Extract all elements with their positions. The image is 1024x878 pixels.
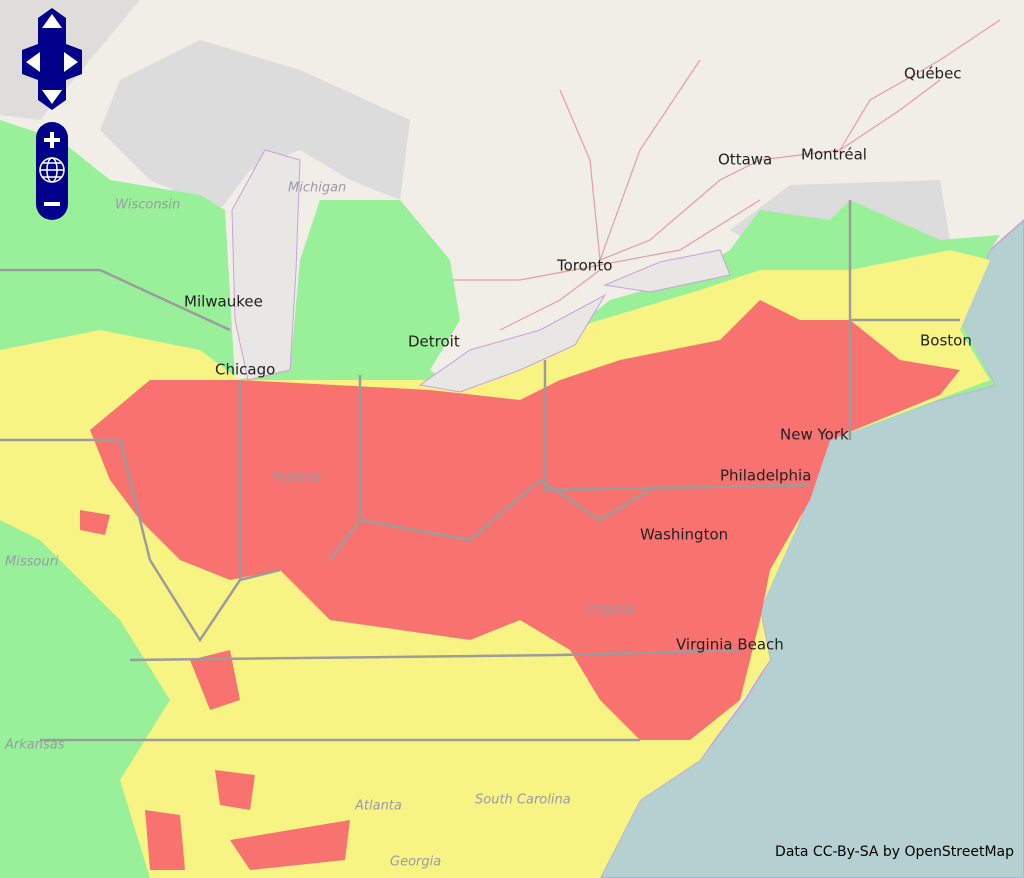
lake-erie [418,293,607,393]
region-label: Missouri [5,555,59,570]
city-label: Chicago [215,361,275,379]
city-label: Milwaukee [184,293,263,311]
region-label: Atlanta [354,799,402,814]
region-label: Indiana [272,471,320,486]
attribution: Data CC-By-SA by OpenStreetMap [775,844,1014,860]
pan-down[interactable] [42,90,62,104]
pan-up[interactable] [42,14,62,28]
zoom-control [36,122,68,220]
city-label: Washington [640,526,728,544]
lake-michigan [231,149,301,381]
region-label: Wisconsin [115,198,180,213]
pan-background [22,8,82,110]
zoom-background [36,122,68,220]
michigan-up [100,40,410,210]
region-label: Michigan [288,181,346,196]
pan-right[interactable] [64,52,78,72]
pan-control [22,8,82,110]
city-label: Ottawa [718,151,772,169]
overlay-red-patches [80,510,350,870]
city-label: Montréal [801,146,867,164]
overlay-red [90,300,960,740]
city-label: Toronto [556,257,612,275]
region-label: South Carolina [475,793,571,808]
city-label: Québec [904,65,962,83]
lake-ontario [603,249,731,293]
zoom-world[interactable] [39,157,65,183]
city-label: Virginia Beach [676,636,784,654]
city-label: Boston [920,332,972,350]
city-label: New York [780,426,849,444]
zoom-out[interactable] [44,202,60,206]
roads [450,19,1001,331]
region-label: Virginia [585,603,635,618]
region-label: Georgia [390,855,441,870]
pan-left[interactable] [26,52,40,72]
region-label: Arkansas [4,738,65,753]
borders [0,200,960,742]
city-label: Detroit [408,333,460,351]
city-label: Philadelphia [720,467,811,485]
zoom-in[interactable] [44,132,60,148]
